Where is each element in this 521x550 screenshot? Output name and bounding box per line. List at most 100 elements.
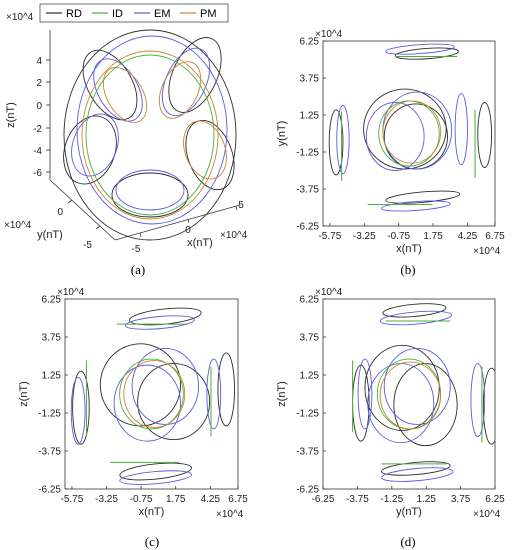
series-rd-orbit bbox=[381, 461, 451, 476]
series-em-orbit bbox=[381, 467, 454, 482]
series-pm-orbit bbox=[183, 120, 227, 180]
y-tick-label: 3.75 bbox=[300, 333, 320, 344]
series-pm-orbit bbox=[158, 61, 202, 119]
series-em-orbit bbox=[454, 93, 468, 166]
series-em-orbit bbox=[385, 43, 455, 55]
series-rd-orbit bbox=[82, 49, 138, 121]
series-rd-orbit bbox=[393, 363, 458, 447]
series-em-orbit bbox=[115, 169, 185, 211]
series-em-orbit bbox=[357, 358, 373, 430]
series-id-orbit bbox=[85, 54, 215, 216]
x-tick-label: 6.75 bbox=[485, 231, 505, 242]
series-em-orbit bbox=[113, 364, 182, 442]
x-axis-label: x(nT) bbox=[187, 237, 213, 249]
series-em-orbit bbox=[93, 58, 143, 122]
legend-label-rd: RD bbox=[66, 8, 82, 20]
x-tick-label: 4.25 bbox=[201, 494, 221, 505]
panel-a-3d-plot: 4 2 0 -2 -4 -6 z(nT) ×10^4 0 -5 y(nT) ×1… bbox=[4, 3, 248, 277]
series-em-orbit bbox=[206, 358, 222, 430]
y-tick-label: -1.25 bbox=[296, 148, 319, 159]
series-rd-orbit bbox=[382, 303, 447, 318]
y-tick-label: 0 bbox=[57, 207, 63, 218]
series-rd-orbit bbox=[72, 370, 90, 445]
series-rd-orbit bbox=[111, 172, 189, 218]
z-axis-multiplier: ×10^4 bbox=[6, 12, 34, 23]
series-rd-orbit bbox=[99, 343, 182, 427]
series-rd-orbit bbox=[328, 109, 344, 176]
series-em-orbit bbox=[383, 347, 451, 425]
z-tick-label: -4 bbox=[33, 146, 42, 157]
y-axis-label: z(nT) bbox=[276, 381, 288, 407]
series-pm-orbit bbox=[379, 361, 442, 430]
y-tick-label: 1.25 bbox=[42, 371, 62, 382]
z-tick-label: -6 bbox=[33, 168, 42, 179]
x-tick-label: 5 bbox=[238, 200, 244, 211]
y-tick-label: 6.25 bbox=[42, 295, 62, 306]
y-tick-label: -1.25 bbox=[38, 409, 61, 420]
series-rd-orbit bbox=[185, 119, 235, 191]
y-axis-label: y(nT) bbox=[37, 229, 63, 241]
series-em-orbit bbox=[470, 363, 486, 438]
x-tick-label: 0 bbox=[185, 225, 191, 236]
y-tick-label: 1.25 bbox=[300, 111, 320, 122]
z-tick-label: 0 bbox=[36, 101, 42, 112]
series-em-orbit bbox=[161, 47, 211, 117]
legend-label-id: ID bbox=[112, 8, 123, 20]
x-tick-label: 1.25 bbox=[416, 494, 436, 505]
series-pm-orbit bbox=[123, 360, 186, 428]
y-tick-label: -5 bbox=[83, 240, 92, 251]
x-axis-label: x(nT) bbox=[396, 243, 422, 255]
series-rd-orbit bbox=[364, 344, 440, 431]
x-tick-label: 6.75 bbox=[228, 494, 248, 505]
x-axis-line bbox=[114, 204, 241, 241]
y-tick-label: 3.75 bbox=[42, 333, 62, 344]
legend: RD ID EM PM bbox=[39, 3, 229, 23]
series-em-orbit bbox=[131, 347, 200, 425]
y-axis-multiplier: ×10^4 bbox=[315, 29, 343, 40]
z-axis-label: z(nT) bbox=[5, 102, 17, 128]
y-axis-line bbox=[49, 179, 116, 241]
series-rd-orbit bbox=[477, 101, 493, 168]
y-tick-label: -6.25 bbox=[296, 485, 319, 496]
x-tick-label: -3.25 bbox=[353, 231, 376, 242]
z-tick-label: 2 bbox=[36, 78, 42, 89]
x-axis-multiplier: ×10^4 bbox=[473, 246, 501, 257]
x-axis-multiplier: ×10^4 bbox=[220, 230, 248, 241]
series-rd-orbit bbox=[217, 352, 235, 427]
y-tick-label: -3.75 bbox=[296, 447, 319, 458]
panel-c-xz-plot: -5.75 -3.25 -0.75 1.75 4.25 6.75 6.25 3.75 1.25 -… bbox=[18, 287, 248, 549]
z-tick-label: -2 bbox=[33, 124, 42, 135]
x-axis-multiplier: ×10^4 bbox=[473, 509, 501, 520]
caption-c: (c) bbox=[145, 534, 159, 549]
y-axis-multiplier: ×10^4 bbox=[4, 220, 32, 231]
series-rd-orbit bbox=[168, 37, 222, 113]
panel-d-yz-plot: -6.25 -3.75 -1.25 1.25 3.75 6.25 6.25 3.75 1.25 -… bbox=[276, 287, 505, 549]
series-id-orbit bbox=[119, 358, 184, 430]
caption-d: (d) bbox=[400, 534, 415, 549]
series-em-orbit bbox=[124, 315, 195, 330]
y-tick-label: 3.75 bbox=[300, 74, 320, 85]
x-tick-label: -0.75 bbox=[130, 494, 153, 505]
z-tick-label: 4 bbox=[36, 56, 42, 67]
legend-label-em: EM bbox=[154, 8, 171, 20]
caption-a: (a) bbox=[131, 262, 145, 277]
x-tick-label: 4.25 bbox=[458, 231, 478, 242]
series-em-orbit bbox=[119, 470, 192, 485]
x-tick-label: 6.25 bbox=[485, 494, 505, 505]
series-rd-orbit bbox=[482, 367, 495, 445]
plot-frame bbox=[64, 298, 239, 490]
x-tick-label: -6.25 bbox=[312, 494, 335, 505]
series-em-orbit bbox=[381, 200, 451, 212]
series-rd-orbit bbox=[394, 47, 459, 60]
y-tick-label: -3.75 bbox=[296, 185, 319, 196]
x-tick-label: 1.75 bbox=[166, 494, 186, 505]
panel-a-axes bbox=[46, 30, 241, 241]
y-axis-label: y(nT) bbox=[276, 121, 288, 147]
x-tick-label: -5 bbox=[132, 244, 141, 255]
y-tick-label: 1.25 bbox=[300, 371, 320, 382]
x-tick-label: -3.75 bbox=[346, 494, 369, 505]
x-axis-label: x(nT) bbox=[139, 506, 165, 518]
y-tick-label: -1.25 bbox=[296, 409, 319, 420]
y-axis-label: z(nT) bbox=[18, 381, 30, 407]
